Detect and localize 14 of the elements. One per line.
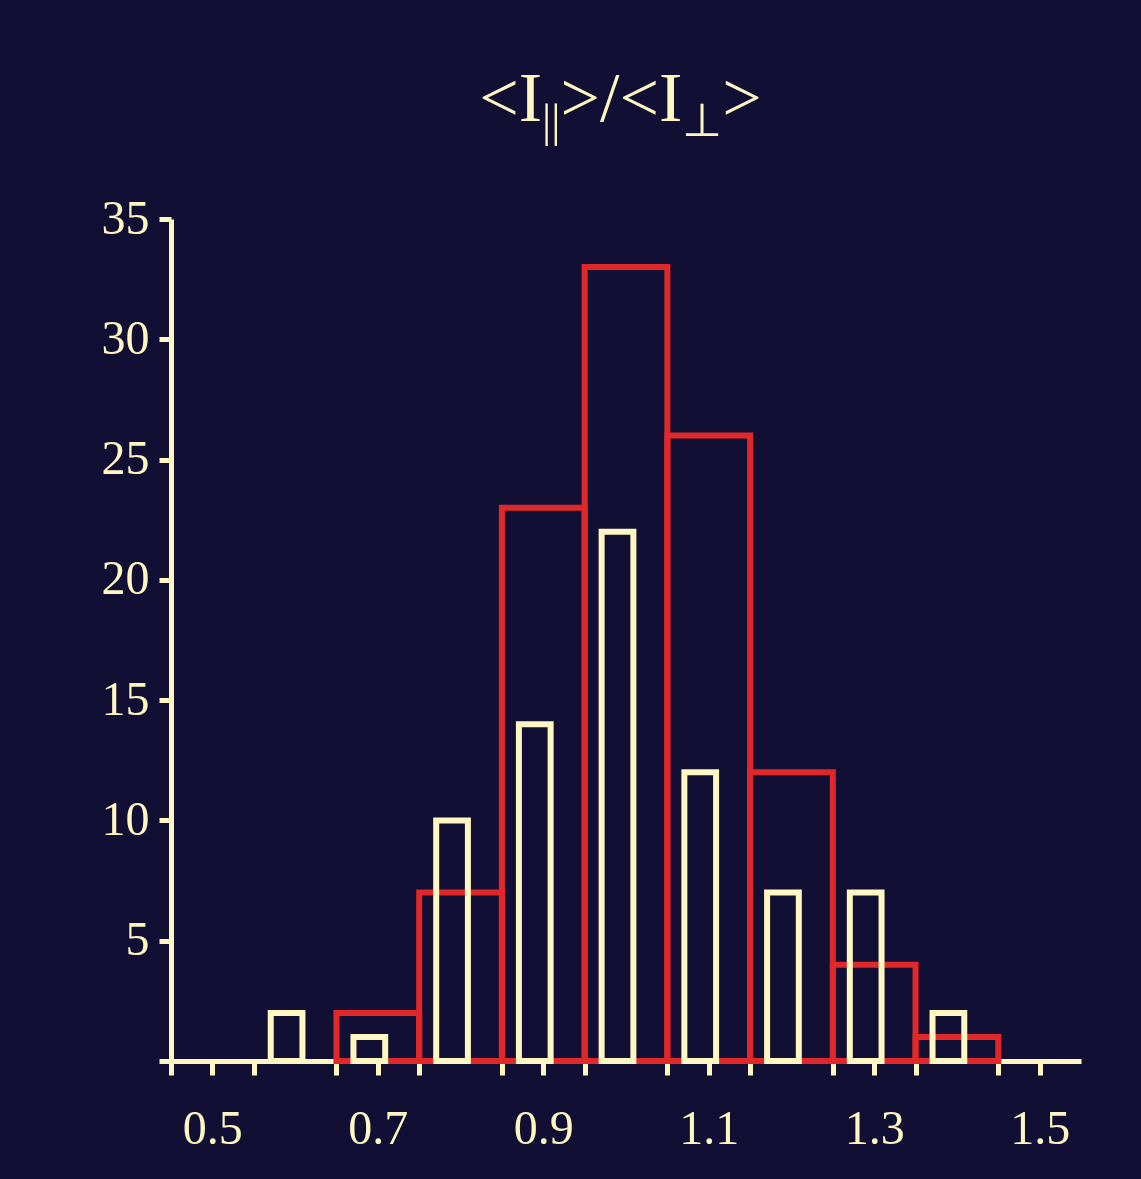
x-tick-label: 0.5 bbox=[182, 1100, 243, 1154]
chart-title: <I$_{||}$>/<I$_{⊥}$> bbox=[478, 58, 763, 148]
x-tick-label: 1.1 bbox=[679, 1100, 740, 1154]
x-tick-label: 0.7 bbox=[348, 1100, 409, 1154]
y-tick-label: 15 bbox=[101, 671, 150, 725]
y-tick-label: 10 bbox=[101, 791, 150, 845]
x-tick-label: 1.5 bbox=[1010, 1100, 1071, 1154]
x-tick-label: 0.9 bbox=[513, 1100, 574, 1154]
y-tick-label: 35 bbox=[101, 190, 150, 244]
y-tick-label: 20 bbox=[101, 551, 150, 605]
y-tick-label: 5 bbox=[125, 912, 150, 966]
x-tick-label: 1.3 bbox=[844, 1100, 905, 1154]
y-tick-label: 25 bbox=[101, 431, 150, 485]
y-tick-label: 30 bbox=[101, 310, 150, 364]
